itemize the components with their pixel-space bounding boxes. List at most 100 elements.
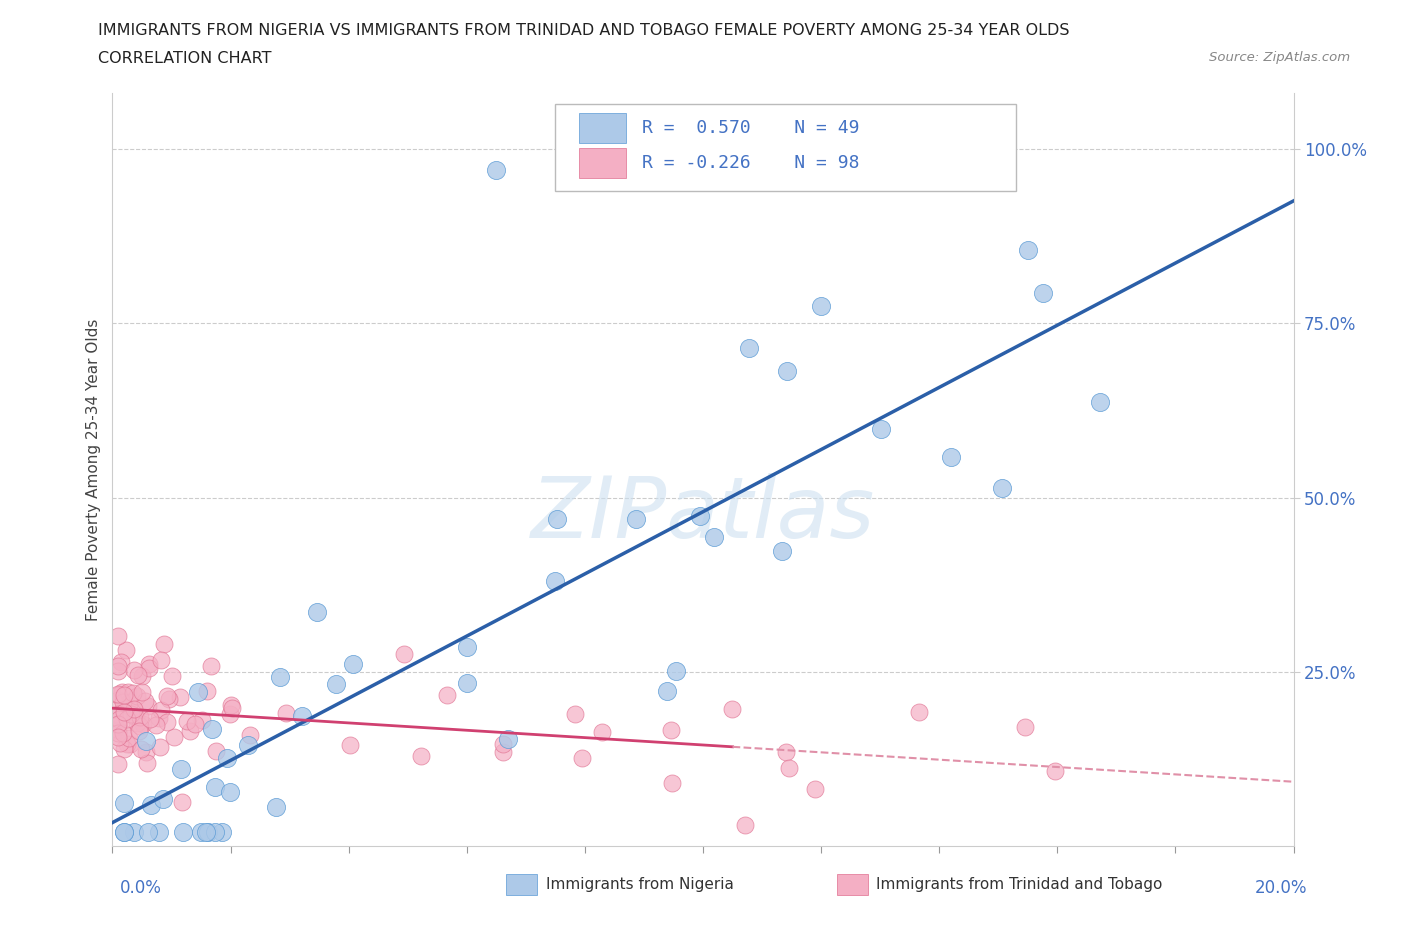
Text: CORRELATION CHART: CORRELATION CHART (98, 51, 271, 66)
Point (1017, 243, 1039, 258)
Point (564, 706, 586, 721)
Point (127, 668, 149, 683)
Point (456, 639, 478, 654)
Point (1032, 286, 1054, 300)
Point (544, 573, 567, 588)
Point (738, 340, 761, 355)
Point (775, 744, 797, 759)
Point (124, 701, 146, 716)
Point (122, 685, 145, 700)
Point (129, 719, 152, 734)
Point (307, 605, 329, 620)
Point (156, 689, 179, 704)
Point (776, 364, 799, 379)
Point (190, 825, 212, 840)
Point (689, 509, 711, 524)
Point (112, 705, 135, 720)
Bar (579, 148, 626, 179)
Point (269, 669, 291, 684)
Point (720, 701, 742, 716)
Point (991, 480, 1014, 495)
Point (125, 710, 148, 724)
Point (810, 299, 832, 313)
Point (129, 741, 152, 756)
Point (107, 687, 129, 702)
Text: Immigrants from Nigeria: Immigrants from Nigeria (546, 877, 734, 892)
Point (107, 725, 129, 740)
Y-axis label: Female Poverty Among 25-34 Year Olds: Female Poverty Among 25-34 Year Olds (86, 318, 101, 621)
Point (221, 700, 243, 715)
Point (138, 660, 160, 675)
Text: 0.0%: 0.0% (120, 879, 162, 897)
Point (170, 762, 193, 777)
Point (325, 677, 347, 692)
Text: IMMIGRANTS FROM NIGERIA VS IMMIGRANTS FROM TRINIDAD AND TOBAGO FEMALE POVERTY AM: IMMIGRANTS FROM NIGERIA VS IMMIGRANTS FR… (98, 23, 1070, 38)
Point (148, 825, 170, 840)
Point (107, 723, 129, 737)
Point (456, 675, 478, 690)
Point (115, 737, 138, 751)
Point (122, 701, 145, 716)
Point (107, 756, 129, 771)
Point (163, 729, 186, 744)
Point (770, 544, 793, 559)
Point (107, 716, 129, 731)
Point (485, 163, 508, 178)
Point (197, 825, 219, 840)
Text: ZIPatlas: ZIPatlas (531, 473, 875, 556)
Point (496, 732, 519, 747)
Point (139, 711, 162, 726)
Point (118, 731, 141, 746)
Point (172, 825, 194, 840)
Point (107, 718, 129, 733)
Point (591, 724, 613, 739)
Point (118, 695, 141, 710)
Point (204, 780, 226, 795)
Point (136, 699, 159, 714)
Point (111, 725, 134, 740)
Point (1014, 720, 1036, 735)
Point (128, 724, 150, 738)
Text: R =  0.570    N = 49: R = 0.570 N = 49 (641, 119, 859, 138)
Point (117, 684, 139, 699)
Point (135, 745, 157, 760)
Point (111, 684, 134, 699)
Point (190, 712, 212, 727)
Point (136, 755, 159, 770)
Point (125, 689, 148, 704)
Point (492, 745, 515, 760)
Point (215, 751, 238, 765)
Point (219, 706, 242, 721)
Point (149, 702, 172, 717)
Point (120, 707, 142, 722)
Point (149, 739, 172, 754)
Point (624, 512, 647, 526)
Point (112, 825, 135, 840)
Point (176, 713, 198, 728)
Point (339, 737, 361, 752)
Point (870, 421, 893, 436)
Point (661, 776, 683, 790)
Point (492, 737, 515, 751)
Point (118, 737, 141, 751)
Point (107, 693, 129, 708)
Point (157, 691, 180, 706)
Point (1043, 764, 1066, 778)
Bar (579, 113, 626, 143)
Point (112, 795, 135, 810)
Point (131, 669, 153, 684)
Point (169, 690, 191, 705)
Point (665, 664, 688, 679)
Point (107, 707, 129, 722)
Point (115, 643, 138, 658)
Point (238, 728, 260, 743)
Point (112, 741, 135, 756)
Point (107, 658, 129, 673)
Point (122, 663, 145, 678)
Point (107, 730, 129, 745)
Point (131, 684, 153, 699)
Point (183, 716, 205, 731)
Point (152, 791, 174, 806)
Point (108, 736, 131, 751)
Point (110, 655, 132, 670)
